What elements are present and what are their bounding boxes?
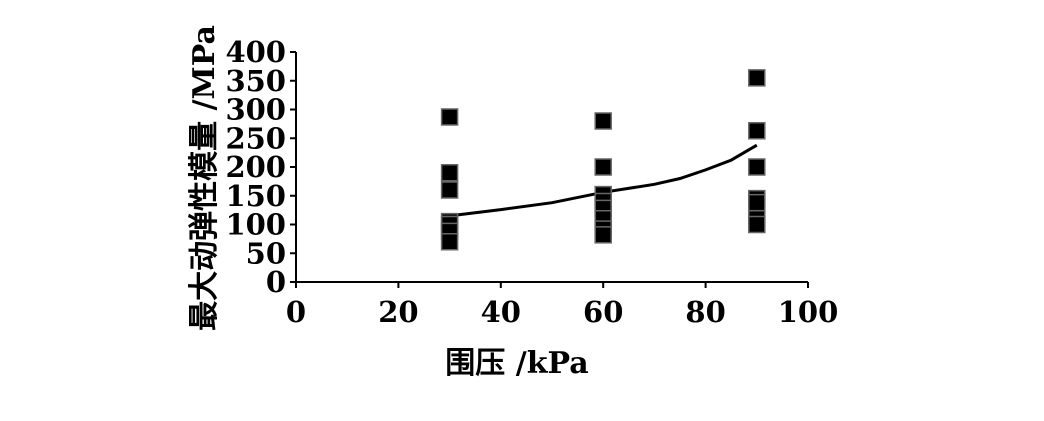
data-point [594, 112, 612, 130]
y-tick-label: 300 [225, 93, 286, 127]
y-tick-label: 250 [225, 121, 286, 155]
data-point [440, 181, 459, 199]
x-tick-label: 80 [685, 295, 725, 329]
y-tick-label: 200 [225, 150, 286, 184]
x-tick-label: 100 [778, 295, 839, 329]
data-point [748, 122, 766, 140]
trend-line [449, 143, 758, 218]
y-axis-title: 最大动弹性模量 /MPa [187, 25, 222, 331]
y-tick-label: 150 [225, 179, 286, 213]
data-point [748, 193, 766, 212]
data-point [440, 233, 459, 251]
x-axis-title: 围压 /kPa [445, 346, 588, 381]
y-tick-label: 100 [225, 208, 286, 242]
y-tick-label: 0 [266, 265, 286, 299]
trend-line-group [449, 143, 758, 218]
data-point [594, 226, 612, 244]
y-tick-label: 50 [246, 236, 286, 270]
data-point [748, 158, 766, 176]
data-points [440, 69, 766, 251]
x-tick-label: 40 [481, 295, 521, 329]
y-tick-label: 350 [225, 64, 286, 98]
axes [290, 51, 809, 288]
data-point [594, 158, 612, 176]
x-tick-label: 60 [583, 295, 623, 329]
y-tick-label: 400 [225, 35, 286, 69]
data-point [748, 215, 766, 234]
data-point [748, 69, 766, 87]
data-point [440, 108, 459, 126]
x-tick-label: 0 [286, 295, 306, 329]
x-tick-label: 20 [378, 295, 418, 329]
data-point [440, 164, 459, 182]
